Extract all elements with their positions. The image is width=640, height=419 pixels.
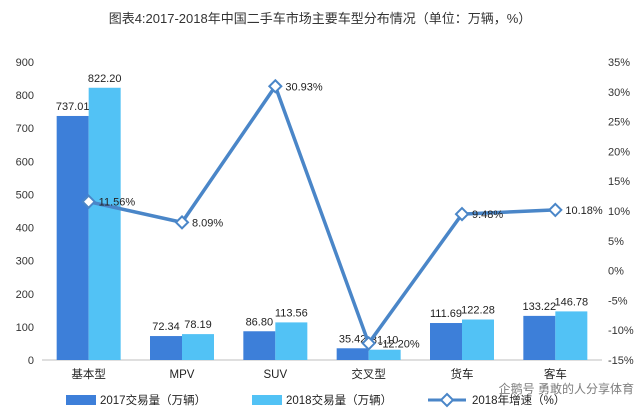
y-right-tick-label: 15% [608,176,630,188]
growth-label: -12.20% [379,338,420,350]
growth-marker [361,335,377,351]
y-right-tick-label: 35% [608,57,630,69]
growth-label: 30.93% [285,81,323,93]
growth-marker [81,194,97,210]
legend-marker-growth [439,392,455,408]
bar-2017 [150,336,182,360]
x-category-label: MPV [170,369,195,381]
y-left-tick-label: 500 [16,189,34,201]
x-category-label: 货车 [451,367,474,381]
y-left-tick-label: 400 [16,223,34,235]
data-label-2017: 111.69 [430,308,462,320]
growth-label: 11.56% [99,197,136,209]
chart-title: 图表4:2017-2018年中国二手车市场主要车型分布情况（单位：万辆，%） [108,11,532,26]
y-right-tick-label: 0% [608,266,624,278]
y-right-tick-label: 25% [608,117,630,129]
legend-swatch-2018 [252,395,282,405]
y-right-tick-label: 30% [608,87,630,99]
growth-line [88,84,556,346]
growth-marker [174,214,190,230]
watermark-credit: 企鹅号 勇敢的人分享体育 [498,382,634,396]
legend-label-2018: 2018交易量（万辆） [286,393,392,407]
data-label-2018: 113.56 [275,307,308,319]
bar-2018 [555,311,588,360]
y-left-tick-label: 700 [16,123,34,135]
y-left-tick-label: 200 [16,289,34,301]
y-right-tick-label: -15% [608,355,634,367]
bar-2018 [88,87,121,361]
data-label-2018: 146.78 [555,296,589,308]
x-category-label: SUV [264,369,288,381]
legend-label-growth: 2018年增速（%） [472,393,565,407]
data-label-2017: 72.34 [152,321,180,333]
data-label-2017: 86.80 [246,316,274,328]
data-label-2017: 35.42 [339,333,367,345]
legend-swatch-2017 [66,395,96,405]
x-category-label: 交叉型 [351,367,386,381]
y-left-tick-label: 0 [28,355,34,367]
data-label-2018: 822.20 [88,73,122,85]
bar-2017 [430,323,462,360]
data-label-2018: 122.28 [461,305,495,317]
bar-2017 [56,115,89,360]
bar-2018 [462,319,494,360]
bar-2018 [182,334,214,360]
growth-marker [267,78,283,94]
growth-label: 9.48% [472,209,503,221]
growth-label: 10.18% [565,205,603,217]
data-label-2017: 133.22 [523,301,557,313]
bar-2017 [243,331,276,360]
y-right-tick-label: 10% [608,206,630,218]
data-label-2018: 31.10 [371,335,399,347]
x-category-label: 客车 [544,367,567,381]
growth-marker [547,202,563,218]
y-right-tick-label: 5% [608,236,624,248]
y-left-tick-label: 600 [16,156,34,168]
y-right-tick-label: -10% [608,325,634,337]
bar-2018 [368,349,401,360]
y-left-tick-label: 300 [16,256,34,268]
y-right-tick-label: 20% [608,146,630,158]
x-category-label: 基本型 [71,367,106,381]
data-label-2017: 737.01 [56,101,90,113]
y-left-tick-label: 100 [16,322,34,334]
y-left-tick-label: 800 [16,90,34,102]
y-right-tick-label: -5% [608,295,628,307]
growth-marker [454,206,470,222]
growth-label: 8.09% [192,217,223,229]
data-label-2018: 78.19 [184,319,212,331]
bar-2018 [275,322,308,360]
bar-2017 [336,348,369,360]
bar-2017 [523,315,556,360]
y-left-tick-label: 900 [16,57,34,69]
legend-label-2017: 2017交易量（万辆） [100,393,206,407]
